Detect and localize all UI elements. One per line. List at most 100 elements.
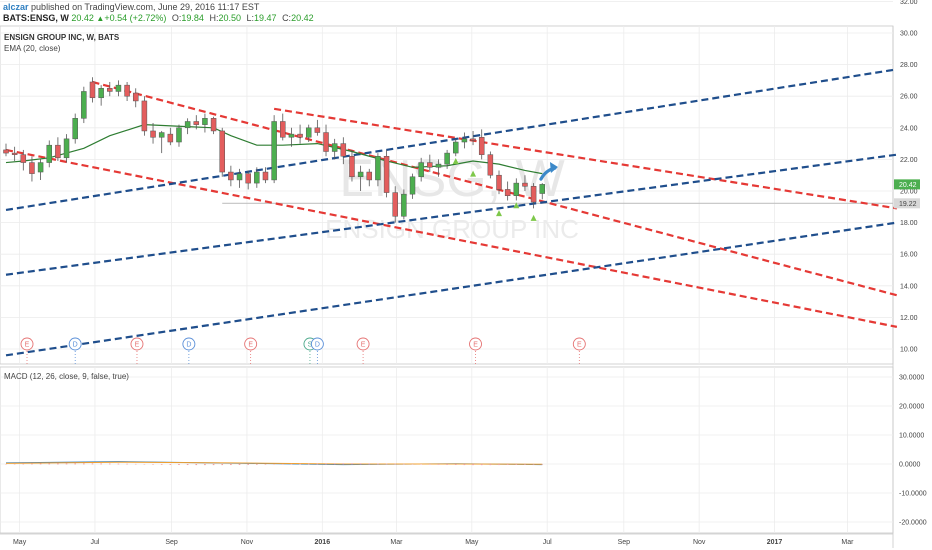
candle (470, 130, 476, 146)
macd-tick-label: -20.0000 (899, 520, 927, 527)
x-tick-label: Nov (241, 539, 254, 546)
event-marker: E (572, 337, 586, 364)
candle (81, 86, 87, 124)
ema-indicator-label[interactable]: EMA (20, close) (4, 44, 61, 53)
candles (3, 77, 546, 223)
macd-histogram-bar (22, 463, 25, 465)
macd-histogram-bar (515, 464, 518, 465)
candle-body (539, 184, 546, 194)
candle-body (29, 162, 35, 174)
macd-histogram-bar (48, 463, 51, 465)
signal-triangle-icon (452, 157, 459, 164)
candle (72, 113, 78, 144)
candle (383, 149, 390, 198)
price-pane-title: ENSIGN GROUP INC, W, BATS (4, 33, 120, 42)
open-label: O: (171, 13, 182, 23)
candle (63, 134, 70, 163)
candle-body (323, 132, 329, 152)
candle-body (504, 189, 511, 196)
candle (539, 183, 546, 200)
candle (202, 113, 208, 133)
macd-histogram-bar (541, 464, 544, 465)
macd-histogram-bar (31, 463, 33, 465)
ema-line (5, 124, 543, 175)
candle-body (383, 155, 390, 193)
macd-histogram-bar (446, 464, 448, 465)
last-price-badge-label: 20.42 (899, 182, 917, 189)
candle-body (349, 155, 355, 178)
candle-body (37, 162, 44, 173)
candle (115, 80, 122, 97)
candle-body (210, 118, 217, 132)
open-value: 19.84 (181, 13, 204, 23)
close-value: 20.42 (291, 13, 314, 23)
event-marker-label: E (577, 342, 582, 349)
macd-histogram-bar (429, 464, 431, 465)
candle (288, 127, 295, 147)
macd-tick-label: 0.0000 (899, 462, 921, 469)
candle-body (81, 91, 87, 119)
macd-histogram-bar (377, 463, 379, 465)
candle (228, 165, 234, 187)
macd-histogram-bar (368, 463, 371, 465)
signal-triangle-icon (496, 210, 503, 217)
macd-indicator-label[interactable]: MACD (12, 26, close, 9, false, true) (4, 372, 129, 381)
level-badge-label: 19.22 (899, 201, 917, 208)
candle-body (245, 173, 251, 184)
up-arrow-icon: ▲ (96, 14, 105, 23)
x-tick-label: Sep (618, 539, 631, 546)
macd-histogram-bar (100, 463, 102, 465)
candle-body (366, 171, 373, 181)
event-marker-label: E (135, 342, 140, 349)
price-change: +0.54 (+2.72%) (104, 13, 167, 23)
author-link[interactable]: alczar (3, 2, 29, 12)
x-tick-label: 2016 (315, 539, 331, 546)
candle (262, 167, 269, 184)
macd-pane (0, 366, 894, 534)
price-tick-label: 24.00 (900, 125, 918, 132)
candle (141, 96, 148, 136)
event-marker: D (68, 337, 82, 364)
x-tick-label: Jul (543, 539, 552, 546)
last-price-badge (894, 179, 920, 190)
macd-histogram-bar (359, 463, 362, 465)
candle-body (89, 81, 96, 99)
candle-body (280, 121, 286, 138)
macd-histogram-bar (403, 463, 405, 465)
x-tick-label: May (465, 539, 479, 546)
candle-body (478, 137, 485, 155)
candle-body (271, 121, 277, 181)
candle-body (331, 143, 338, 152)
price-tick-label: 26.00 (900, 94, 918, 101)
macd-histogram-bar (247, 464, 249, 465)
macd-histogram-bar (264, 464, 267, 465)
candle (340, 137, 347, 165)
candle (98, 85, 104, 106)
event-marker-label: E (248, 342, 253, 349)
event-marker-circle (469, 337, 482, 351)
macd-histogram-bar (316, 463, 319, 465)
candle-body (55, 144, 61, 159)
candle-body (176, 127, 182, 143)
publish-info: published on TradingView.com, June 29, 2… (31, 2, 260, 12)
candle-body (418, 162, 424, 178)
macd-tick-label: 20.0000 (899, 404, 924, 411)
macd-histogram-bar (385, 463, 388, 465)
x-tick-label: Sep (165, 539, 178, 546)
candle (504, 181, 511, 201)
candle-body (158, 132, 165, 138)
candle-body (184, 121, 191, 129)
event-marker: E (244, 337, 258, 364)
price-tick-label: 28.00 (900, 62, 918, 69)
candle-body (375, 155, 381, 181)
macd-histogram-bar (178, 464, 180, 465)
candle (271, 115, 277, 184)
price-tick-label: 30.00 (900, 31, 918, 38)
macd-histogram-bar (342, 463, 345, 465)
candle (305, 124, 312, 143)
candle (496, 170, 502, 195)
candle (219, 127, 225, 177)
candle-body (513, 182, 520, 196)
candle-body (132, 92, 139, 102)
